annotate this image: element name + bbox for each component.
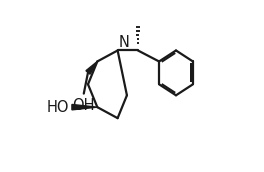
- Polygon shape: [72, 104, 97, 110]
- Polygon shape: [86, 61, 97, 74]
- Text: OH: OH: [73, 98, 95, 113]
- Text: HO: HO: [47, 100, 69, 115]
- Text: N: N: [119, 35, 129, 50]
